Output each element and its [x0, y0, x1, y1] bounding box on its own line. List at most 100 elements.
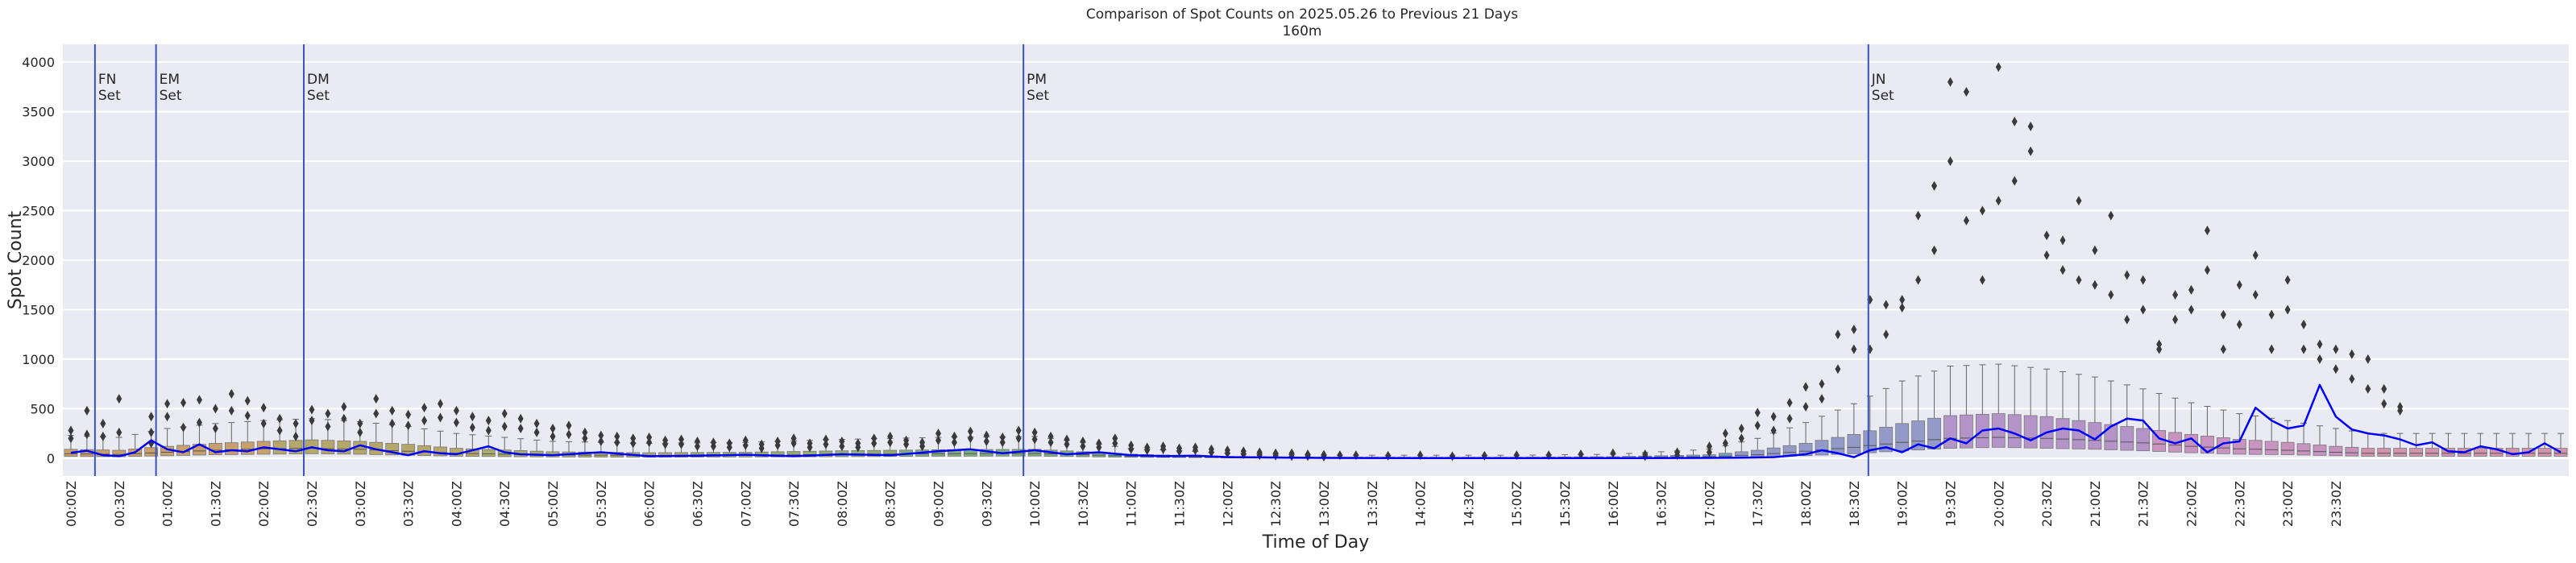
x-tick-label: 15:30Z: [1558, 481, 1573, 527]
outlier-point: [1802, 401, 1809, 412]
outlier-point: [1963, 215, 1969, 226]
outlier-point: [389, 405, 396, 416]
box: [2361, 448, 2375, 457]
x-tick-label: 13:00Z: [1317, 481, 1332, 527]
x-tick-label: 08:30Z: [883, 481, 898, 527]
x-tick-label: 09:30Z: [979, 481, 994, 527]
outlier-point: [100, 418, 106, 428]
outlier-point: [2060, 265, 2066, 275]
x-tick-label: 04:00Z: [449, 481, 464, 527]
outlier-point: [228, 388, 234, 399]
outlier-point: [1786, 413, 1793, 424]
outlier-point: [2140, 304, 2147, 315]
outlier-point: [2011, 176, 2018, 186]
outlier-point: [1915, 210, 1922, 221]
outlier-point: [2188, 284, 2195, 295]
outlier-point: [1883, 300, 1889, 310]
x-tick-label: 05:30Z: [594, 481, 609, 527]
outlier-point: [244, 395, 251, 406]
outlier-point: [951, 431, 957, 441]
outlier-point: [2092, 279, 2098, 290]
box: [2280, 441, 2295, 455]
outlier-point: [1931, 245, 1938, 255]
outlier-point: [1047, 437, 1054, 448]
box: [1750, 449, 1765, 457]
outlier-point: [1819, 379, 1825, 389]
outlier-point: [421, 403, 428, 413]
outlier-point: [325, 421, 331, 432]
box: [2055, 418, 2070, 449]
outlier-point: [485, 416, 492, 426]
outlier-point: [726, 442, 732, 453]
outlier-point: [68, 433, 74, 444]
outlier-point: [196, 395, 202, 405]
outlier-point: [678, 439, 685, 449]
outlier-point: [2108, 210, 2114, 221]
outlier-point: [2300, 319, 2307, 329]
outlier-point: [84, 429, 90, 440]
outlier-point: [790, 433, 797, 444]
outlier-point: [887, 431, 894, 441]
box: [1847, 433, 1861, 454]
outlier-point: [598, 436, 604, 446]
outlier-point: [292, 431, 299, 441]
outlier-point: [453, 417, 459, 428]
outlier-point: [1208, 447, 1214, 457]
outlier-point: [421, 416, 428, 426]
outlier-point: [823, 439, 829, 449]
x-tick-label: 23:00Z: [2280, 481, 2296, 527]
current-day-line: [70, 383, 2561, 459]
x-tick-label: 19:00Z: [1895, 481, 1910, 527]
y-tick-label: 1500: [22, 302, 55, 317]
outlier-point: [164, 399, 171, 409]
outlier-point: [2156, 344, 2163, 354]
box: [2072, 420, 2086, 449]
outlier-point: [2043, 250, 2050, 260]
outlier-point: [839, 441, 845, 452]
x-tick-label: 20:30Z: [2039, 481, 2055, 527]
event-label: Set: [1872, 88, 1894, 104]
x-tick-label: 17:00Z: [1702, 481, 1717, 527]
outlier-point: [1835, 364, 1841, 375]
outlier-point: [2204, 265, 2210, 275]
outlier-point: [116, 427, 122, 437]
outlier-point: [1722, 428, 1728, 439]
x-tick-label: 21:30Z: [2136, 481, 2151, 527]
x-tick-label: 03:00Z: [353, 481, 368, 527]
x-tick-label: 16:30Z: [1654, 481, 1670, 527]
box: [2264, 441, 2279, 455]
outlier-point: [1738, 433, 1744, 444]
outlier-point: [582, 433, 588, 444]
outlier-point: [485, 425, 492, 436]
outlier-point: [2381, 383, 2387, 394]
outlier-point: [598, 430, 604, 441]
y-tick-label: 500: [30, 401, 55, 416]
x-tick-label: 07:30Z: [786, 481, 802, 527]
outlier-point: [2252, 250, 2259, 260]
x-tick-label: 08:00Z: [835, 481, 850, 527]
outlier-point: [2172, 314, 2179, 325]
x-tick-label: 10:30Z: [1076, 481, 1091, 527]
box: [2136, 428, 2151, 452]
outlier-point: [1899, 295, 1906, 305]
outlier-point: [1979, 275, 1985, 285]
x-tick-label: 22:30Z: [2232, 481, 2247, 527]
outlier-point: [2220, 344, 2226, 354]
y-tick-label: 3500: [22, 105, 55, 120]
outlier-point: [212, 423, 218, 433]
outlier-point: [1160, 444, 1167, 454]
box: [2537, 448, 2552, 457]
box: [2023, 415, 2038, 449]
outlier-point: [1112, 433, 1118, 444]
outlier-point: [2108, 290, 2114, 300]
outlier-point: [373, 408, 380, 419]
event-label: Set: [307, 88, 330, 104]
x-tick-label: 21:00Z: [2088, 481, 2103, 527]
outlier-point: [662, 439, 669, 449]
outlier-point: [2140, 275, 2147, 285]
outlier-point: [823, 434, 829, 445]
outlier-point: [357, 418, 363, 428]
outlier-point: [148, 412, 155, 422]
x-tick-label: 02:00Z: [256, 481, 272, 527]
box: [770, 451, 785, 457]
